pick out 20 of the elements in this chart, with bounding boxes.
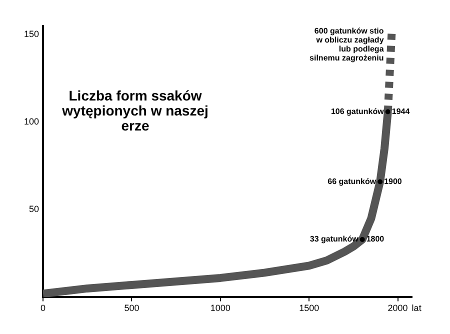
x-tick-label: 500 — [124, 303, 140, 314]
x-tick-label: 0 — [40, 303, 46, 314]
x-tick-label: 1000 — [210, 303, 230, 314]
annotation: 1800 — [366, 234, 385, 244]
data-label: 33 gatunków — [310, 234, 360, 244]
y-tick-label: 150 — [24, 29, 40, 40]
point — [385, 109, 390, 114]
data-label: 106 gatunków — [330, 106, 385, 116]
annotation: 1944 — [392, 106, 410, 116]
data-label: 66 gatunków — [328, 176, 377, 186]
annotation: 1900 — [384, 176, 402, 186]
y-tick-label: 100 — [24, 116, 40, 127]
point — [378, 179, 383, 184]
text: Liczba form ssaków wytępionych w naszej erze — [61, 87, 208, 134]
x-tick-label: 2000 — [388, 303, 408, 314]
x-axis-title: lat — [412, 303, 422, 314]
y-tick-label: 50 — [29, 204, 40, 214]
x-tick-label: 1500 — [299, 303, 320, 314]
annotation: 600 gatunków stio w obliczu zagłady lub podlega silnemu zagrożeniu — [310, 26, 384, 62]
point — [360, 236, 365, 242]
